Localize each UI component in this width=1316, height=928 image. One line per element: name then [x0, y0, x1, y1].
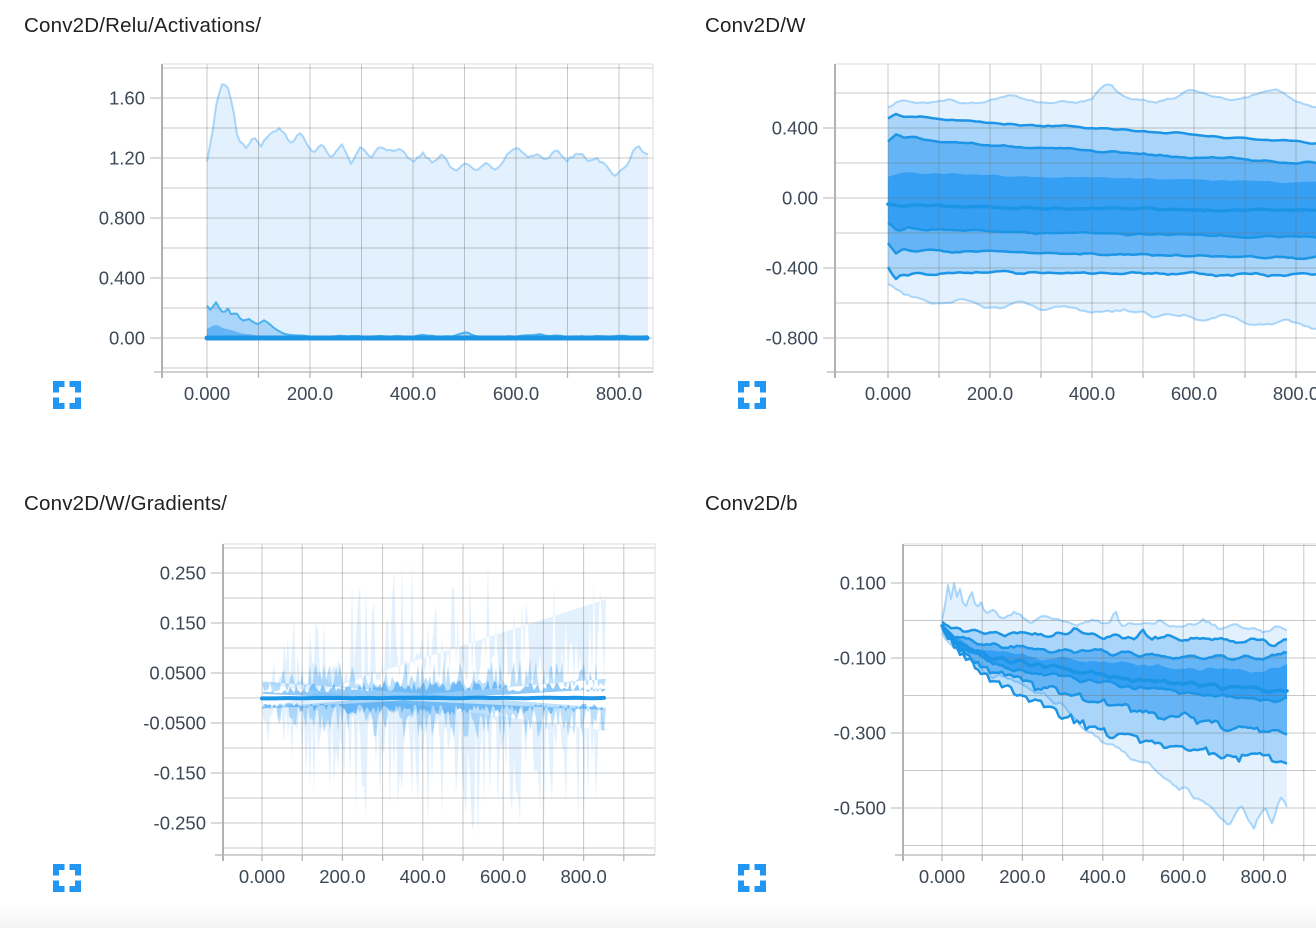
x-tick-label: 200.0 — [287, 383, 333, 404]
x-tick-label: 0.000 — [865, 383, 911, 404]
percentile-lines — [204, 83, 650, 341]
x-tick-label: 0.000 — [184, 383, 230, 404]
axes-and-ticks: 1.60 1.20 0.800 0.400 0.00 0.000 200.0 400.0 600… — [99, 63, 654, 404]
distribution-bands — [207, 84, 648, 338]
x-tick-label: 400.0 — [1080, 866, 1126, 887]
fullscreen-icon — [738, 381, 766, 409]
x-tick-label: 600.0 — [480, 866, 526, 887]
axes-and-ticks: 0.100 -0.100 -0.300 -0.500 0.000 200.0 400.0 60… — [834, 543, 1316, 887]
x-tick-label: 800.0 — [560, 866, 606, 887]
chart-plot-0[interactable]: 1.60 1.20 0.800 0.400 0.00 0.000 200.0 400.0 600… — [99, 63, 654, 404]
chart-title-conv2d-w: Conv2D/W — [705, 14, 806, 37]
y-tick-label: 1.20 — [109, 148, 145, 169]
x-tick-label: 400.0 — [390, 383, 436, 404]
x-tick-label: 600.0 — [493, 383, 539, 404]
chart-title-conv2d-relu-activations: Conv2D/Relu/Activations/ — [24, 14, 262, 37]
expand-chart-button-gradients[interactable] — [53, 864, 81, 892]
y-tick-label: -0.0500 — [143, 713, 206, 734]
expand-chart-button-b[interactable] — [738, 864, 766, 892]
y-tick-label: 0.100 — [840, 573, 886, 594]
y-tick-label: 0.150 — [160, 613, 206, 634]
x-tick-label: 800.0 — [1240, 866, 1286, 887]
x-tick-label: 400.0 — [400, 866, 446, 887]
chart-plot-3[interactable]: 0.100 -0.100 -0.300 -0.500 0.000 200.0 400.0 60… — [834, 543, 1316, 887]
x-tick-label: 0.000 — [239, 866, 285, 887]
y-tick-label: 0.0500 — [149, 663, 206, 684]
y-tick-label: 0.800 — [99, 208, 145, 229]
x-tick-label: 200.0 — [999, 866, 1045, 887]
grid-lines — [162, 64, 653, 372]
percentile-lines — [886, 83, 1316, 330]
percentile-lines — [940, 582, 1289, 830]
y-tick-label: 0.00 — [782, 188, 818, 209]
y-tick-label: 0.250 — [160, 563, 206, 584]
y-tick-label: -0.800 — [766, 328, 818, 349]
x-tick-label: 600.0 — [1171, 383, 1217, 404]
chart-title-conv2d-w-gradients: Conv2D/W/Gradients/ — [24, 492, 228, 515]
expand-chart-button-activations[interactable] — [53, 381, 81, 409]
chart-plot-1[interactable]: 0.400 0.00 -0.400 -0.800 0.000 200.0 400.0 600.… — [766, 63, 1316, 404]
chart-title-conv2d-b: Conv2D/b — [705, 492, 798, 515]
fullscreen-icon — [53, 864, 81, 892]
y-tick-label: 0.400 — [772, 118, 818, 139]
y-tick-label: -0.300 — [834, 723, 886, 744]
x-tick-label: 800.0 — [1273, 383, 1316, 404]
axes-and-ticks: 0.400 0.00 -0.400 -0.800 0.000 200.0 400.0 600.… — [766, 63, 1316, 404]
x-tick-label: 0.000 — [919, 866, 965, 887]
fullscreen-icon — [738, 864, 766, 892]
y-tick-label: 0.00 — [109, 328, 145, 349]
y-tick-label: -0.100 — [834, 648, 886, 669]
x-tick-label: 400.0 — [1069, 383, 1115, 404]
y-tick-label: -0.400 — [766, 258, 818, 279]
x-tick-label: 600.0 — [1160, 866, 1206, 887]
y-tick-label: -0.500 — [834, 798, 886, 819]
y-tick-label: 1.60 — [109, 88, 145, 109]
percentile-lines — [260, 695, 606, 701]
expand-chart-button-w[interactable] — [738, 381, 766, 409]
fullscreen-icon — [53, 381, 81, 409]
x-tick-label: 800.0 — [596, 383, 642, 404]
y-tick-label: 0.400 — [99, 268, 145, 289]
y-tick-label: -0.250 — [154, 813, 206, 834]
x-tick-label: 200.0 — [967, 383, 1013, 404]
axes-and-ticks: 0.250 0.150 0.0500 -0.0500 -0.150 -0.250 0.000… — [143, 543, 656, 887]
y-tick-label: -0.150 — [154, 763, 206, 784]
x-tick-label: 200.0 — [319, 866, 365, 887]
chart-plot-2[interactable]: 0.250 0.150 0.0500 -0.0500 -0.150 -0.250 0.000… — [143, 543, 656, 887]
